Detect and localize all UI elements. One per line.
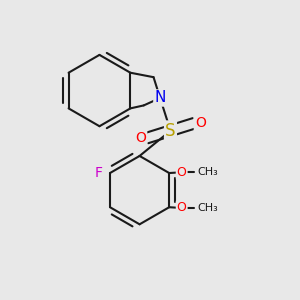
Text: CH₃: CH₃: [197, 203, 218, 213]
Text: O: O: [195, 116, 206, 130]
Text: CH₃: CH₃: [197, 167, 218, 177]
Text: O: O: [177, 201, 187, 214]
Text: O: O: [135, 131, 146, 145]
Text: O: O: [177, 166, 187, 179]
Text: N: N: [154, 91, 166, 106]
Text: S: S: [165, 122, 176, 140]
Text: F: F: [95, 166, 103, 180]
